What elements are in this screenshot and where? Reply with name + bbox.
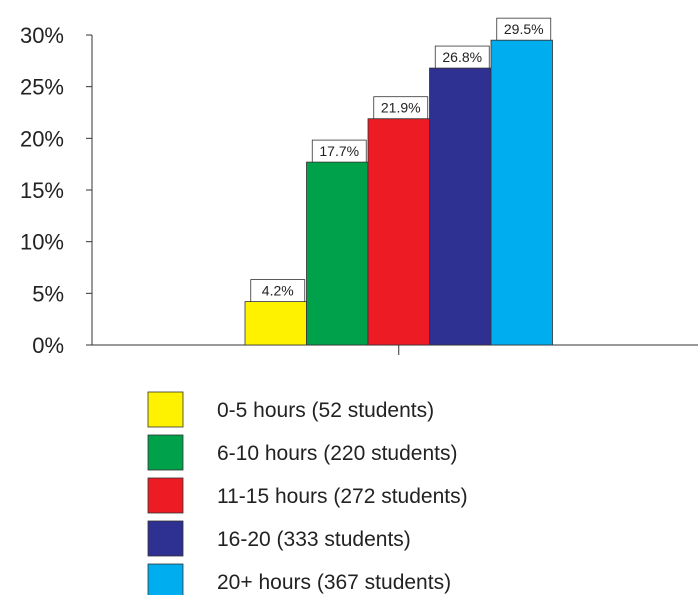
legend-label: 20+ hours (367 students) (217, 571, 451, 594)
y-tick-label: 5% (32, 281, 64, 306)
legend-swatch (147, 563, 184, 595)
legend-swatch (147, 434, 184, 471)
bar (306, 161, 369, 346)
bar (367, 118, 430, 346)
legend-swatch (147, 520, 184, 557)
bar (490, 39, 553, 346)
data-labels: 4.2% 17.7% 21.9% 26.8% 29.5% (250, 17, 552, 303)
data-label-box (311, 139, 367, 163)
data-label-box (434, 45, 490, 69)
data-label: 17.7% (319, 143, 359, 159)
legend-label: 16-20 (333 students) (217, 528, 411, 551)
y-tick-label: 30% (20, 23, 64, 48)
y-tick-label: 15% (20, 178, 64, 203)
y-axis: 0% 5% 10% 15% 20% 25% 30% (20, 23, 93, 358)
bars (244, 39, 553, 346)
y-tick-label: 10% (20, 230, 64, 255)
data-label: 26.8% (442, 49, 482, 65)
data-label-box (250, 279, 306, 303)
legend-swatch (147, 391, 184, 428)
y-tick-label: 25% (20, 75, 64, 100)
data-label: 4.2% (262, 283, 294, 299)
legend-label: 6-10 hours (220 students) (217, 442, 457, 465)
data-label-box (373, 96, 429, 120)
data-label: 29.5% (504, 21, 544, 37)
bar (244, 301, 307, 346)
y-tick-label: 0% (32, 333, 64, 358)
legend: 0-5 hours (52 students) 6-10 hours (220 s… (147, 391, 468, 595)
y-tick-label: 20% (20, 126, 64, 151)
x-axis (92, 344, 698, 355)
data-label: 21.9% (381, 100, 421, 116)
legend-label: 0-5 hours (52 students) (217, 399, 434, 422)
data-label-box (496, 17, 552, 41)
legend-swatch (147, 477, 184, 514)
legend-label: 11-15 hours (272 students) (217, 485, 468, 508)
bar (429, 67, 492, 346)
